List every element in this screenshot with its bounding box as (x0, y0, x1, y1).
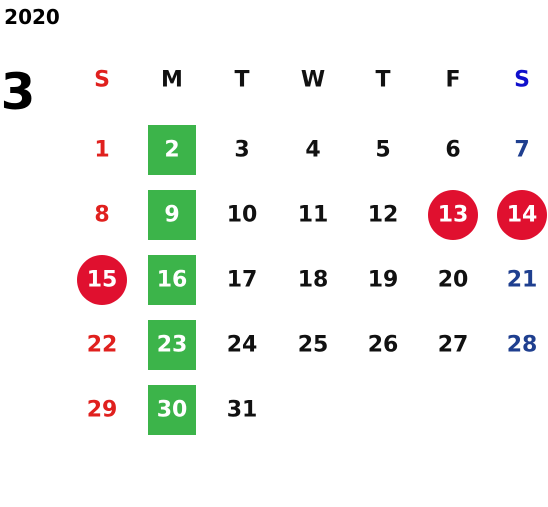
day-number: 26 (368, 333, 399, 358)
day-number: 8 (94, 203, 109, 228)
day-number: 27 (438, 333, 469, 358)
day-number: 30 (157, 398, 188, 423)
day-number: 24 (227, 333, 258, 358)
day-number: 3 (234, 138, 249, 163)
weekday-header: F (445, 68, 460, 93)
month: 3 (1, 63, 36, 121)
day-highlight-box (148, 385, 196, 435)
day-number: 28 (507, 333, 538, 358)
day-number: 16 (157, 268, 188, 293)
day-number: 12 (368, 203, 399, 228)
day-highlight-box (148, 190, 196, 240)
day-number: 7 (514, 138, 529, 163)
day-number: 5 (375, 138, 390, 163)
day-number: 18 (298, 268, 329, 293)
day-highlight-box (148, 320, 196, 370)
day-number: 29 (87, 398, 118, 423)
day-number: 11 (298, 203, 329, 228)
day-number: 14 (507, 203, 538, 228)
day-number: 6 (445, 138, 460, 163)
day-number: 25 (298, 333, 329, 358)
day-number: 23 (157, 333, 188, 358)
day-highlight-box (148, 255, 196, 305)
day-highlight-box (148, 125, 196, 175)
weekday-header: M (161, 68, 183, 93)
weekday-header: S (514, 68, 530, 93)
day-number: 22 (87, 333, 118, 358)
day-highlight-circle (497, 190, 547, 240)
day-number: 9 (164, 203, 179, 228)
day-number: 31 (227, 398, 258, 423)
weekday-header: T (375, 68, 390, 93)
day-number: 1 (94, 138, 109, 163)
day-number: 19 (368, 268, 399, 293)
year: 2020 (4, 5, 60, 29)
day-highlight-circle (428, 190, 478, 240)
weekday-header: S (94, 68, 110, 93)
day-number: 20 (438, 268, 469, 293)
day-number: 4 (305, 138, 320, 163)
day-number: 2 (164, 138, 179, 163)
day-number: 17 (227, 268, 258, 293)
day-number: 10 (227, 203, 258, 228)
day-number: 15 (87, 268, 118, 293)
day-number: 21 (507, 268, 538, 293)
weekday-header: T (234, 68, 249, 93)
weekday-header: W (301, 68, 325, 93)
day-number: 13 (438, 203, 469, 228)
day-highlight-circle (77, 255, 127, 305)
